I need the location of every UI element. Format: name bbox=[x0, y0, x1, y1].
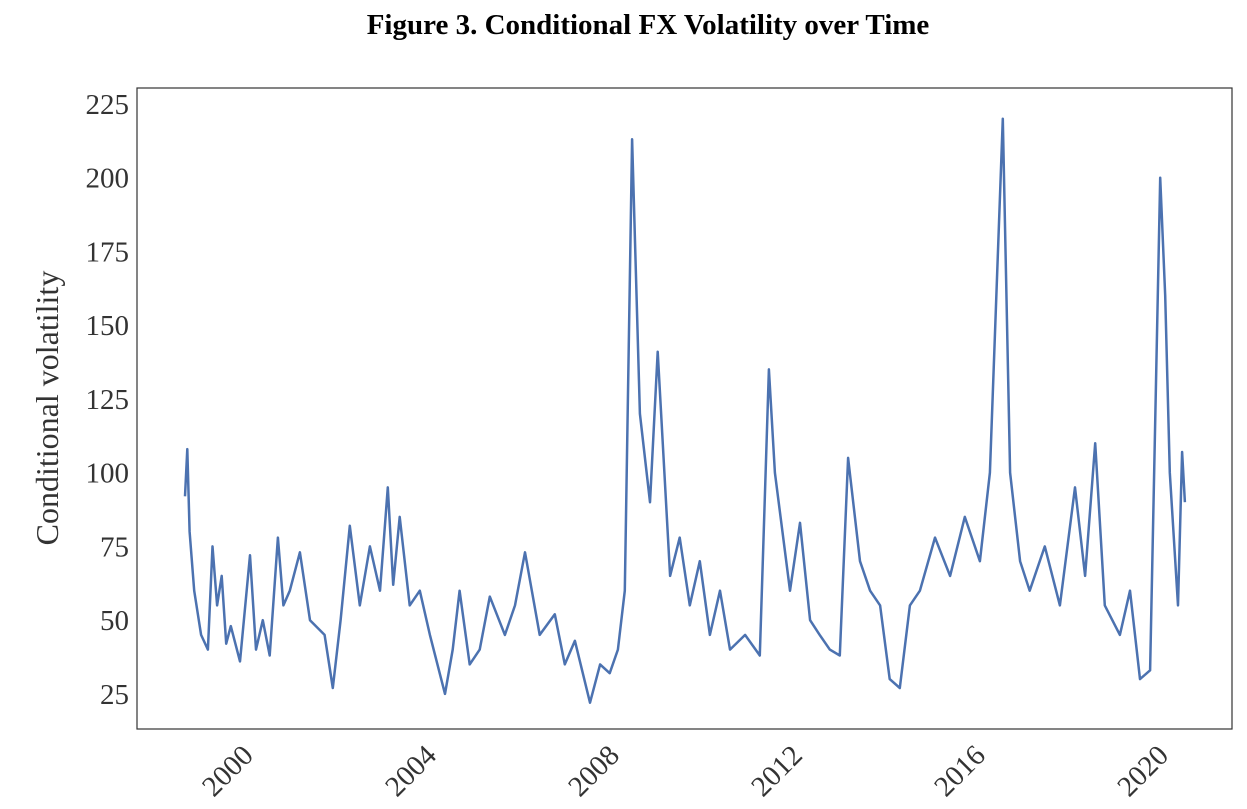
y-tick-label: 100 bbox=[86, 458, 130, 490]
y-tick-label: 25 bbox=[100, 679, 129, 711]
y-axis-label: Conditional volatility bbox=[29, 271, 65, 546]
y-tick-label: 75 bbox=[100, 531, 129, 563]
x-tick-label: 2000 bbox=[196, 739, 260, 803]
plot-frame bbox=[136, 87, 1233, 730]
y-tick-label: 200 bbox=[86, 163, 130, 195]
chart-title: Figure 3. Conditional FX Volatility over… bbox=[367, 9, 930, 41]
x-tick-label: 2004 bbox=[379, 739, 443, 803]
y-tick-label: 225 bbox=[86, 89, 130, 121]
y-tick-label: 175 bbox=[86, 236, 130, 268]
x-tick-label: 2008 bbox=[562, 739, 626, 803]
x-tick-label: 2016 bbox=[928, 739, 992, 803]
y-tick-label: 125 bbox=[86, 384, 130, 416]
data-line bbox=[183, 117, 1187, 704]
y-tick-label: 150 bbox=[86, 310, 130, 342]
y-tick-label: 50 bbox=[100, 605, 129, 637]
x-tick-label: 2020 bbox=[1111, 739, 1175, 803]
x-tick-label: 2012 bbox=[745, 739, 809, 803]
